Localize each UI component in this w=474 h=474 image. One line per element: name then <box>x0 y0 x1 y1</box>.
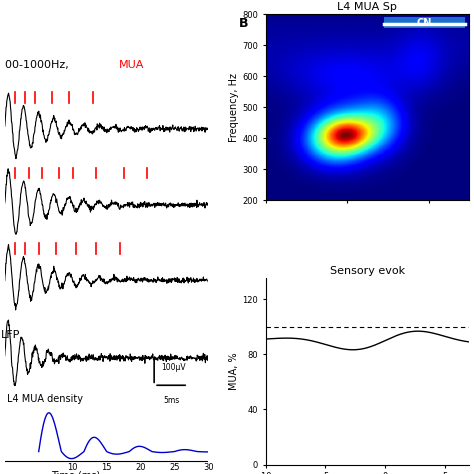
Text: 100μV: 100μV <box>161 363 185 372</box>
Text: 5ms: 5ms <box>163 396 179 405</box>
Text: 20: 20 <box>135 463 146 472</box>
Text: L4 MUA density: L4 MUA density <box>7 394 83 404</box>
Bar <box>383 18 465 28</box>
Text: 10: 10 <box>67 463 78 472</box>
Y-axis label: Frequency, Hz: Frequency, Hz <box>229 73 239 142</box>
Title: Sensory evok: Sensory evok <box>330 266 405 276</box>
Title: L4 MUA Sp: L4 MUA Sp <box>337 2 397 12</box>
Text: 00-1000Hz,: 00-1000Hz, <box>5 60 72 70</box>
Text: 30: 30 <box>203 463 214 472</box>
Text: CN: CN <box>417 18 432 28</box>
Text: Time (ms): Time (ms) <box>51 470 100 474</box>
Text: 15: 15 <box>101 463 112 472</box>
Text: B: B <box>239 17 249 29</box>
Text: 25: 25 <box>169 463 180 472</box>
Text: LFP: LFP <box>0 330 20 340</box>
Text: MUA: MUA <box>119 60 144 70</box>
Y-axis label: MUA, %: MUA, % <box>229 353 239 390</box>
